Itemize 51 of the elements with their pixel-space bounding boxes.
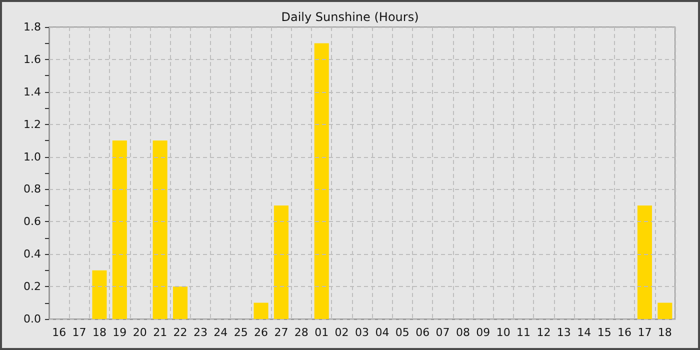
- y-tick-label: 0.8: [24, 182, 41, 196]
- x-tick-label: 17: [638, 326, 652, 339]
- x-tick-label: 05: [395, 326, 410, 339]
- x-tick-label: 15: [597, 326, 612, 339]
- y-tick-label: 0.0: [24, 312, 41, 326]
- y-tick-label: 1.4: [24, 85, 41, 98]
- chart-title: Daily Sunshine (Hours): [281, 10, 419, 24]
- x-tick-label: 16: [618, 326, 632, 339]
- bar: [658, 302, 672, 319]
- y-tick-label: 0.2: [24, 280, 41, 294]
- bar: [152, 140, 168, 319]
- x-tick-label: 19: [112, 326, 127, 339]
- x-tick-label: 02: [334, 326, 349, 339]
- x-tick-label: 23: [193, 326, 208, 339]
- x-tick-label: 01: [314, 326, 329, 339]
- x-tick-label: 22: [173, 326, 188, 339]
- x-tick-label: 21: [153, 326, 168, 339]
- y-tick-label: 0.4: [24, 248, 41, 261]
- y-tick-label: 1.0: [24, 150, 41, 164]
- x-tick-label: 18: [658, 326, 672, 339]
- x-tick-label: 17: [72, 326, 86, 339]
- x-tick-label: 13: [556, 326, 571, 339]
- x-tick-label: 10: [496, 326, 510, 339]
- x-tick-label: 07: [436, 326, 450, 339]
- x-tick-label: 11: [516, 326, 531, 339]
- bar: [637, 205, 652, 319]
- x-tick-label: 04: [375, 326, 390, 339]
- x-tick-label: 08: [456, 326, 470, 339]
- x-tick-label: 14: [577, 326, 592, 339]
- y-tick-label: 1.2: [24, 118, 41, 131]
- x-tick-label: 09: [476, 326, 490, 339]
- x-tick-label: 16: [52, 326, 66, 339]
- y-tick-label: 1.6: [24, 52, 41, 66]
- y-tick-label: 1.8: [24, 20, 41, 34]
- bar: [314, 43, 329, 319]
- y-tick-label: 0.6: [24, 215, 41, 228]
- x-tick-label: 12: [536, 326, 551, 339]
- bar: [92, 270, 107, 319]
- bar: [172, 286, 188, 319]
- x-tick-label: 25: [234, 326, 248, 339]
- bar: [112, 140, 127, 319]
- x-tick-label: 18: [92, 326, 106, 339]
- bar: [254, 302, 268, 319]
- x-tick-label: 28: [294, 326, 308, 339]
- x-tick-label: 26: [254, 326, 268, 339]
- bar: [274, 205, 288, 319]
- x-tick-label: 20: [132, 326, 147, 339]
- x-tick-label: 06: [416, 326, 430, 339]
- x-tick-label: 03: [355, 326, 369, 339]
- x-tick-label: 24: [214, 326, 228, 339]
- x-tick-label: 27: [274, 326, 288, 339]
